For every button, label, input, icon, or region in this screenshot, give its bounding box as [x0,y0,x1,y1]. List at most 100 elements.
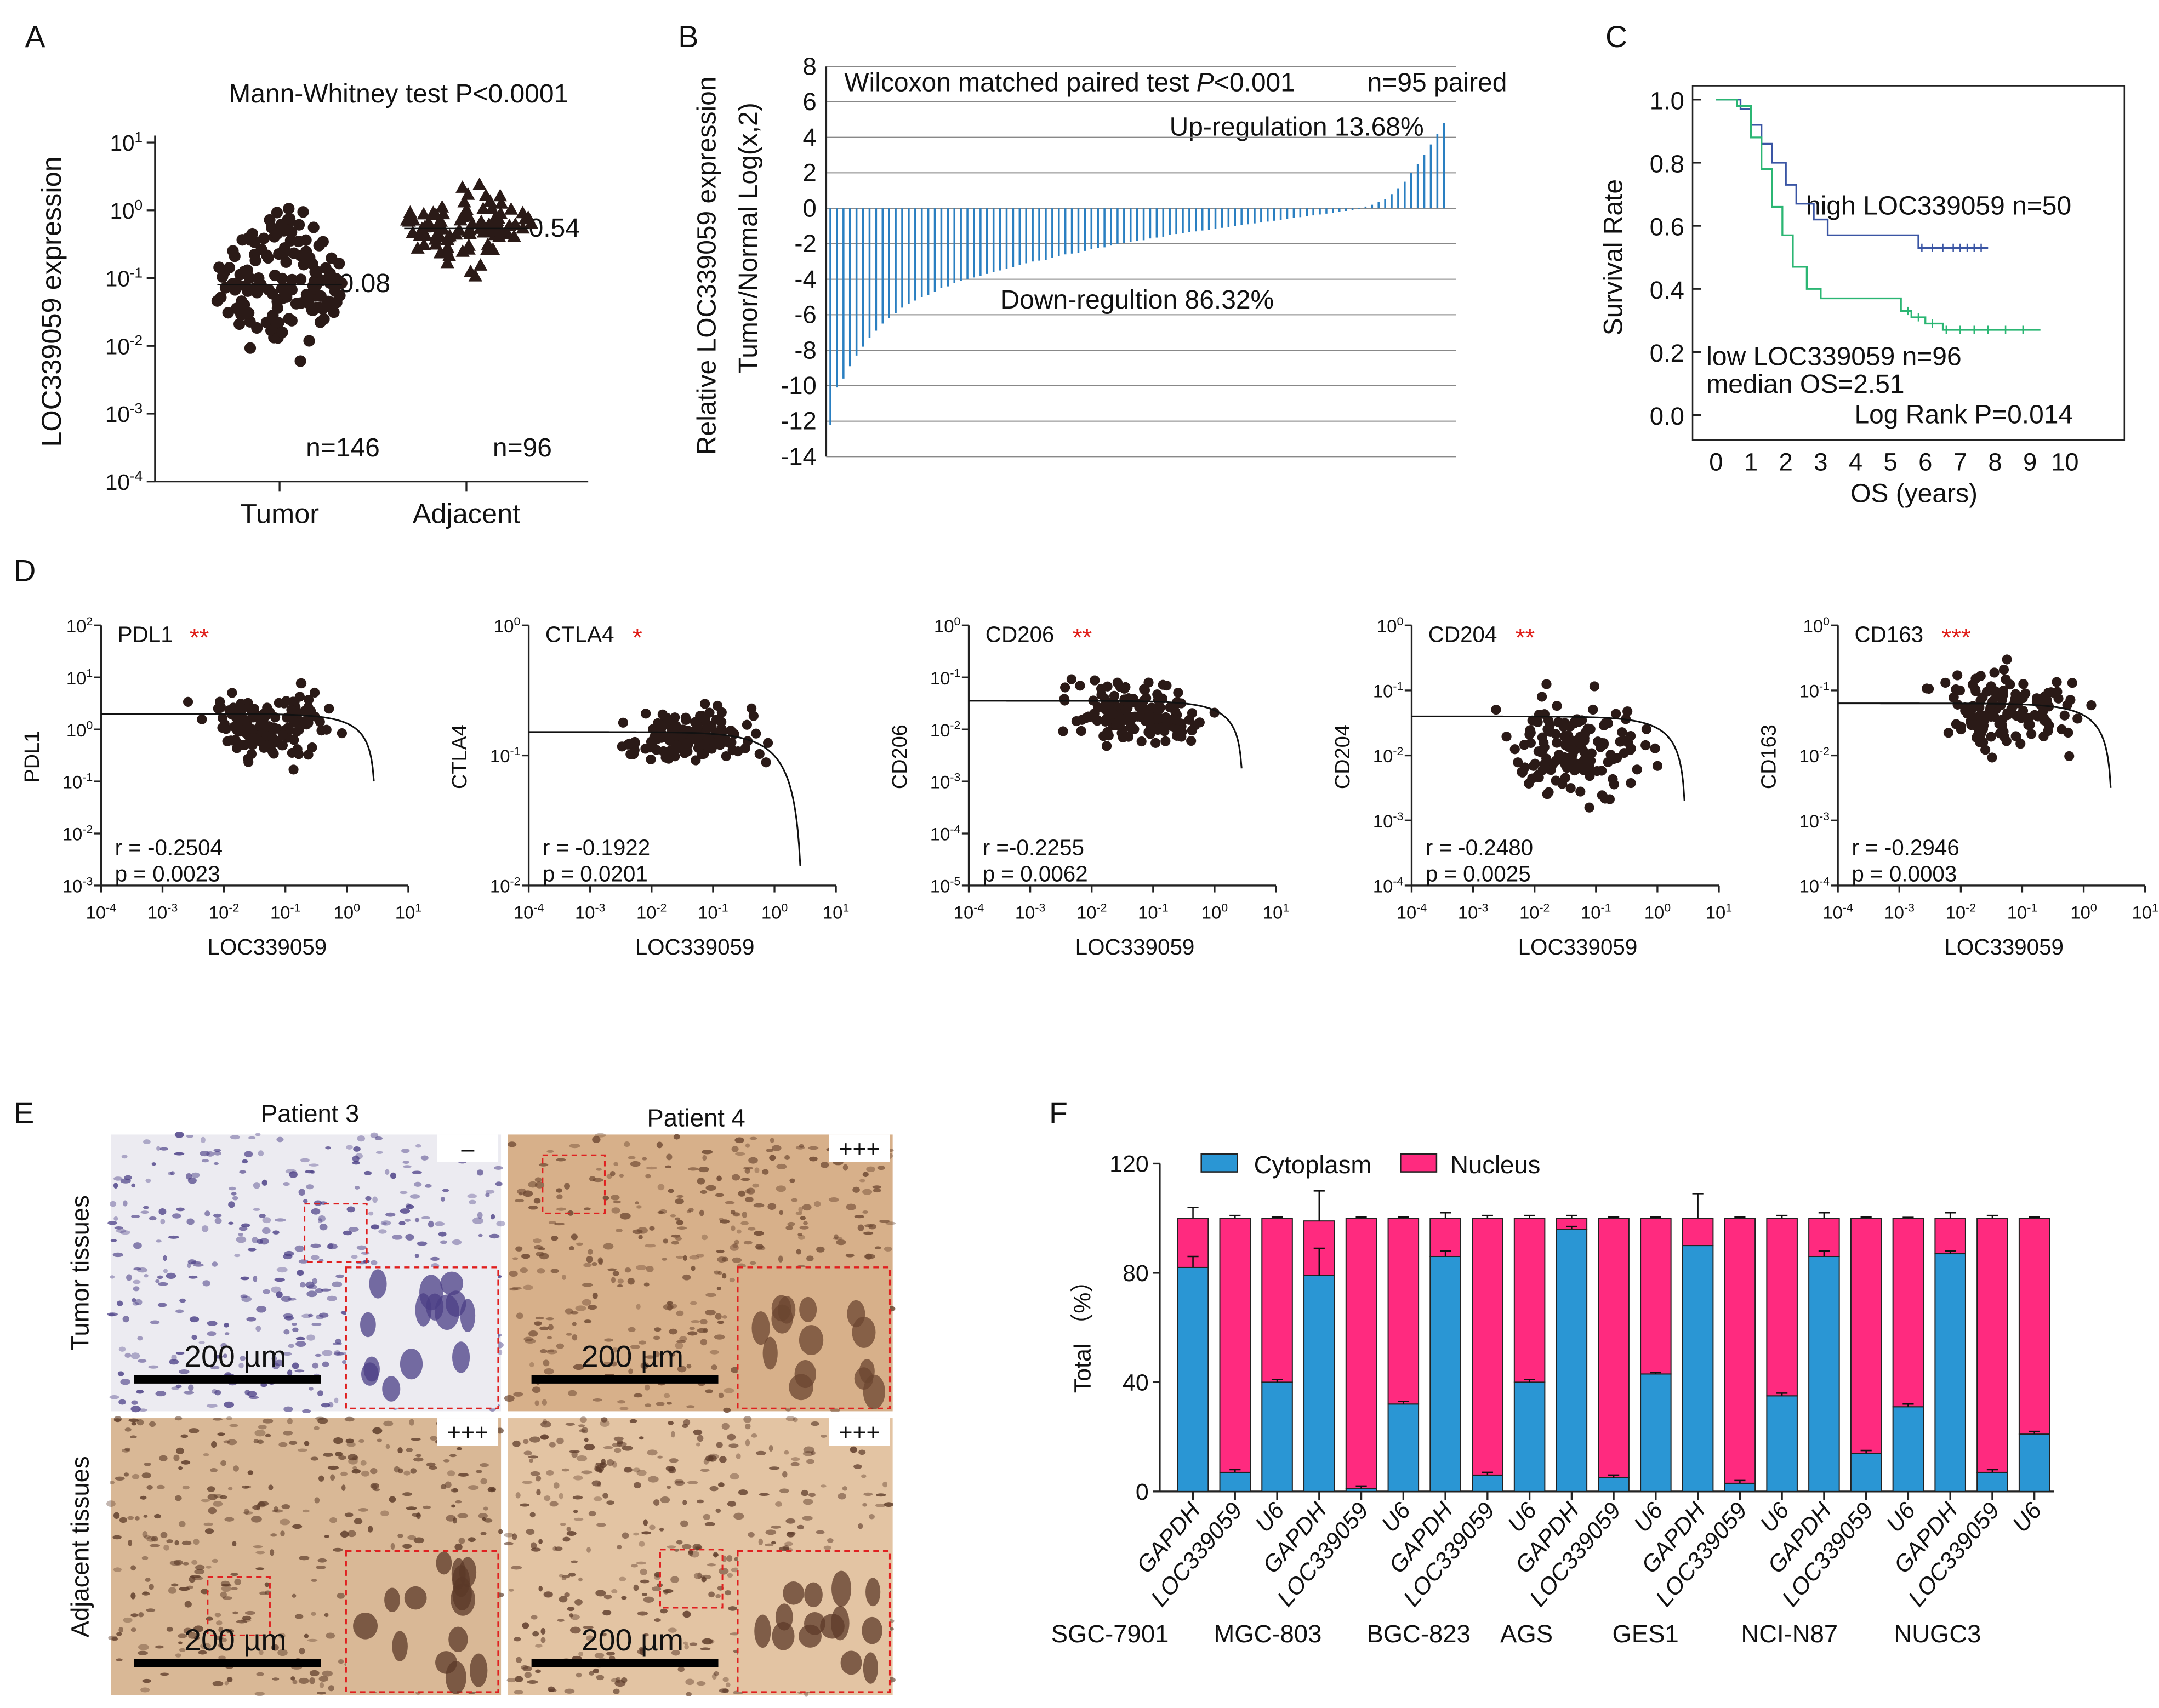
cell-nucleus [341,1484,346,1491]
x-tick-label-c: 10 [2051,448,2079,476]
cell-nucleus [240,1355,246,1361]
cell-nucleus [816,1246,825,1253]
data-point-tumor [244,342,257,354]
cell-nucleus [287,1369,293,1376]
cell-nucleus [485,1192,490,1197]
cell-nucleus [334,1350,341,1356]
data-point-tumor [270,316,282,328]
gene-label: CD206 [985,622,1055,647]
data-point [1153,695,1164,705]
cell-nucleus [415,1454,422,1458]
cell-nucleus [145,1578,151,1582]
data-point [1952,670,1963,681]
cell-nucleus [257,1239,263,1244]
cell-nucleus [264,1582,270,1587]
data-point [1940,677,1951,688]
cell-nucleus [184,1601,192,1608]
cell-nucleus [862,1503,868,1507]
cell-nucleus [549,1442,556,1448]
cell-nucleus [722,1315,727,1319]
y-tick-label: 10-1 [1373,679,1403,701]
cell-nucleus [828,1197,839,1202]
data-point [1513,757,1523,768]
cell-nucleus [228,1201,235,1208]
x-tick-label: 101 [823,901,849,922]
data-point [2018,693,2028,704]
data-point-tumor [271,228,283,240]
cell-nucleus [224,1681,229,1686]
cell-nucleus [200,1589,209,1595]
data-point-adjacent [421,215,436,228]
cell-nucleus [719,1456,727,1463]
cell-nucleus [638,1235,643,1240]
cell-nucleus [113,1176,123,1181]
data-point [660,752,671,763]
cell-nucleus [862,1189,873,1195]
data-point [1108,709,1118,719]
cell-nucleus [517,1188,527,1195]
fit-curve [969,700,1243,769]
cell-nucleus [324,1613,329,1618]
cell-nucleus [220,1591,227,1598]
cell-nucleus [189,1428,200,1433]
cell-nucleus [467,1193,477,1198]
cell-nucleus [827,1538,834,1543]
cell-nucleus [191,1172,200,1178]
cell-nucleus [662,1258,668,1261]
data-point [704,707,715,718]
cell-nucleus [159,1147,169,1151]
data-point [1491,705,1501,715]
cell-nucleus [612,1271,619,1276]
data-point [279,698,289,709]
cell-nucleus [216,1620,223,1626]
cell-nucleus [603,1243,614,1250]
data-point [1161,680,1172,691]
x-tick-label: 10-1 [270,901,300,922]
cell-nucleus [504,1533,514,1538]
cell-nucleus [767,1203,777,1210]
cell-nucleus [186,1218,195,1225]
cell-nucleus [405,1218,411,1222]
y-tick-label-b: -10 [781,372,817,399]
data-point-tumor [290,298,302,310]
cell-nucleus [476,1169,483,1176]
cell-nucleus [732,1243,738,1248]
bar-cytoplasm [1303,1275,1335,1492]
cell-nucleus [344,1512,354,1517]
cell-nucleus [554,1223,565,1226]
cell-nucleus [715,1193,724,1197]
y-tick-label: 100 [494,615,521,636]
cell-nucleus [175,1309,184,1313]
cell-nucleus [516,1656,522,1664]
fit-curve [1411,715,1685,801]
cell-nucleus [276,1267,288,1273]
cell-nucleus [410,1468,417,1474]
cell-nucleus [683,1419,691,1426]
cell-nucleus [307,1284,318,1290]
data-point-tumor [300,288,313,301]
cell-nucleus [406,1448,413,1453]
cell-nucleus [318,1475,324,1482]
bar-cytoplasm [1177,1266,1209,1492]
cell-nucleus [614,1448,622,1453]
y-axis-label: CD204 [1331,724,1354,789]
cell-nucleus [547,1349,555,1352]
y-tick-label-c: 1.0 [1650,87,1684,115]
cell-nucleus [206,1151,214,1157]
cell-nucleus [686,1692,692,1697]
cell-nucleus [669,1458,679,1463]
inset-nucleus [361,1362,379,1386]
r-label: r = -0.2480 [1426,835,1533,860]
grade-label: +++ [839,1136,880,1162]
y-tick-label-b: -4 [794,265,816,293]
data-point [269,749,279,759]
cell-nucleus [536,1489,541,1495]
cell-nucleus [668,1421,674,1425]
cell-nucleus [639,1436,644,1440]
cell-nucleus [166,1272,176,1279]
cell-nucleus [584,1437,589,1442]
cell-nucleus [858,1449,866,1455]
cell-nucleus [566,1531,577,1536]
cell-nucleus [722,1688,729,1694]
cell-nucleus [596,1523,606,1527]
